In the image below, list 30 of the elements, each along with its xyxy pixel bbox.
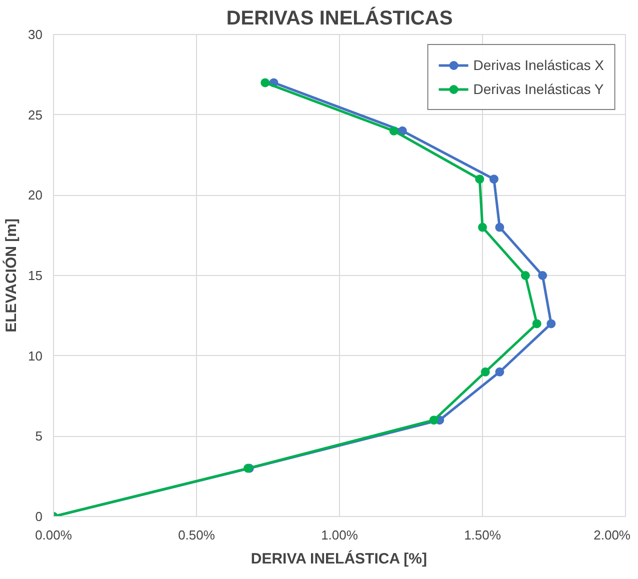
point: [480, 367, 490, 376]
y-tick-label: 25: [28, 107, 43, 122]
point: [489, 174, 498, 184]
y-tick-label: 0: [35, 509, 43, 524]
x-tick-label: 0.00%: [35, 528, 72, 542]
point: [538, 271, 548, 280]
y-tick-label: 15: [28, 268, 43, 283]
y-tick-label: 10: [28, 348, 43, 364]
point: [475, 174, 484, 184]
point: [429, 416, 438, 425]
point: [260, 78, 270, 88]
legend-label: Derivas Inelásticas Y: [473, 81, 604, 97]
point: [532, 319, 542, 328]
point: [546, 319, 556, 328]
point: [389, 126, 398, 136]
point: [495, 222, 504, 232]
point: [478, 222, 487, 232]
y-axis-title: ELEVACIÓN [m]: [2, 218, 20, 332]
point: [495, 367, 504, 376]
x-axis-title: DERIVA INELÁSTICA [%]: [250, 550, 428, 568]
x-tick-label: 1.00%: [321, 528, 358, 542]
x-tick-label: 0.50%: [178, 528, 216, 542]
chart-title: DERIVAS INELÁSTICAS: [226, 6, 453, 30]
x-tick-label: 2.00%: [594, 528, 631, 542]
x-tick-label: 1.50%: [464, 528, 502, 542]
y-tick-label: 5: [35, 428, 43, 444]
y-tick-label: 30: [28, 27, 43, 42]
y-tick-label: 20: [28, 188, 43, 203]
point: [520, 271, 530, 280]
legend-label: Derivas Inelásticas X: [473, 57, 604, 73]
